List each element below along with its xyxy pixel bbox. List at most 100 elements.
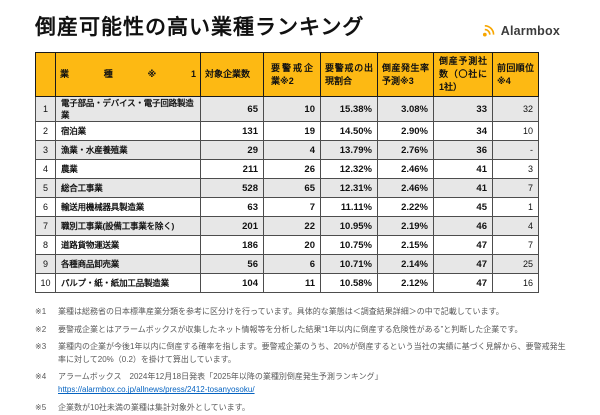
- predicted-count-cell: 47: [433, 273, 493, 294]
- predicted-count-cell: 33: [433, 96, 493, 123]
- table-row: 2 宿泊業 131 19 14.50% 2.90% 34 10: [35, 121, 539, 142]
- header-row: 業種※1 対象企業数 要警戒企業※2 要警戒の出現割合 倒産発生率予測※3 倒産…: [35, 52, 539, 98]
- rank-cell: 8: [35, 235, 56, 256]
- previous-rank-cell: 7: [492, 178, 539, 199]
- column-header: 倒産発生率予測※3: [377, 52, 434, 98]
- rank-cell: 6: [35, 197, 56, 218]
- target-companies-cell: 211: [200, 159, 264, 180]
- predicted-count-cell: 36: [433, 140, 493, 161]
- table-row: 10 パルプ・紙・紙加工品製造業 104 11 10.58% 2.12% 47 …: [35, 273, 539, 294]
- rank-cell: 7: [35, 216, 56, 237]
- industry-cell: 宿泊業: [55, 121, 201, 142]
- footnotes: ※1 業種は総務省の日本標準産業分類を参考に区分けを行っています。具体的な業態は…: [35, 306, 572, 414]
- predicted-count-cell: 34: [433, 121, 493, 142]
- previous-rank-cell: -: [492, 140, 539, 161]
- table-row: 3 漁業・水産養殖業 29 4 13.79% 2.76% 36 -: [35, 140, 539, 161]
- alarm-waves-icon: [482, 23, 497, 38]
- bankruptcy-rate-cell: 2.19%: [377, 216, 434, 237]
- caution-companies-cell: 22: [263, 216, 321, 237]
- column-header: 要警戒の出現割合: [320, 52, 378, 98]
- bankruptcy-rate-cell: 2.15%: [377, 235, 434, 256]
- table-head: 業種※1 対象企業数 要警戒企業※2 要警戒の出現割合 倒産発生率予測※3 倒産…: [35, 52, 539, 98]
- previous-rank-cell: 25: [492, 254, 539, 275]
- industry-cell: 道路貨物運送業: [55, 235, 201, 256]
- caution-companies-cell: 26: [263, 159, 321, 180]
- footnote-marker: ※5: [35, 402, 47, 412]
- page-title: 倒産可能性の高い業種ランキング: [35, 16, 365, 39]
- caution-ratio-cell: 10.75%: [320, 235, 378, 256]
- previous-rank-cell: 1: [492, 197, 539, 218]
- footnote-body: 企業数が10社未満の業種は集計対象外としています。: [58, 402, 250, 412]
- table-row: 1 電子部品・デバイス・電子回路製造業 65 10 15.38% 3.08% 3…: [35, 96, 539, 123]
- column-header: 対象企業数: [200, 52, 264, 98]
- target-companies-cell: 201: [200, 216, 264, 237]
- predicted-count-cell: 47: [433, 254, 493, 275]
- footnote-body: 業種内の企業が今後1年以内に倒産する確率を指します。要警戒企業のうち、20%が倒…: [58, 342, 566, 364]
- predicted-count-cell: 41: [433, 159, 493, 180]
- caution-companies-cell: 4: [263, 140, 321, 161]
- bankruptcy-rate-cell: 2.76%: [377, 140, 434, 161]
- previous-rank-cell: 7: [492, 235, 539, 256]
- footnote-text: 業種内の企業が今後1年以内に倒産する確率を指します。要警戒企業のうち、20%が倒…: [58, 341, 572, 366]
- previous-rank-cell: 10: [492, 121, 539, 142]
- industry-cell: 農業: [55, 159, 201, 180]
- footnote-text: 業種は総務省の日本標準産業分類を参考に区分けを行っています。具体的な業態は＜調査…: [58, 306, 572, 318]
- previous-rank-cell: 3: [492, 159, 539, 180]
- press-release-link[interactable]: https://alarmbox.co.jp/allnews/press/241…: [58, 385, 255, 395]
- industry-cell: 電子部品・デバイス・電子回路製造業: [55, 96, 201, 123]
- predicted-count-cell: 46: [433, 216, 493, 237]
- footnote-body: アラームボックス 2024年12月18日発表「2025年以降の業種別倒産発生予測…: [58, 372, 383, 381]
- target-companies-cell: 186: [200, 235, 264, 256]
- bankruptcy-rate-cell: 2.46%: [377, 178, 434, 199]
- alarmbox-logo: Alarmbox: [482, 23, 560, 38]
- footnote-body: 要警戒企業とはアラームボックスが収集したネット情報等を分析した結果“1年以内に倒…: [58, 324, 523, 334]
- rank-cell: 2: [35, 121, 56, 142]
- target-companies-cell: 65: [200, 96, 264, 123]
- caution-ratio-cell: 14.50%: [320, 121, 378, 142]
- previous-rank-cell: 4: [492, 216, 539, 237]
- ranking-table: 業種※1 対象企業数 要警戒企業※2 要警戒の出現割合 倒産発生率予測※3 倒産…: [35, 52, 539, 294]
- industry-cell: パルプ・紙・紙加工品製造業: [55, 273, 201, 294]
- footnote-marker: ※1: [35, 307, 47, 317]
- footnote-marker: ※4: [35, 372, 47, 381]
- caution-companies-cell: 10: [263, 96, 321, 123]
- industry-cell: 輸送用機械器具製造業: [55, 197, 201, 218]
- caution-ratio-cell: 12.32%: [320, 159, 378, 180]
- footnote-body: 業種は総務省の日本標準産業分類を参考に区分けを行っています。具体的な業態は＜調査…: [58, 307, 504, 317]
- bankruptcy-rate-cell: 2.14%: [377, 254, 434, 275]
- rank-cell: 4: [35, 159, 56, 180]
- footnote: ※5 企業数が10社未満の業種は集計対象外としています。: [35, 402, 572, 414]
- rank-cell: 9: [35, 254, 56, 275]
- bankruptcy-rate-cell: 2.46%: [377, 159, 434, 180]
- industry-cell: 職別工事業(設備工事業を除く): [55, 216, 201, 237]
- target-companies-cell: 29: [200, 140, 264, 161]
- table-row: 6 輸送用機械器具製造業 63 7 11.11% 2.22% 45 1: [35, 197, 539, 218]
- caution-companies-cell: 7: [263, 197, 321, 218]
- target-companies-cell: 104: [200, 273, 264, 294]
- caution-companies-cell: 6: [263, 254, 321, 275]
- table-row: 9 各種商品卸売業 56 6 10.71% 2.14% 47 25: [35, 254, 539, 275]
- footnote-marker: ※2: [35, 324, 47, 334]
- caution-companies-cell: 20: [263, 235, 321, 256]
- predicted-count-cell: 45: [433, 197, 493, 218]
- column-header: 倒産予測社数（〇社に1社）: [433, 52, 493, 98]
- bankruptcy-rate-cell: 2.22%: [377, 197, 434, 218]
- rank-cell: 3: [35, 140, 56, 161]
- caution-ratio-cell: 13.79%: [320, 140, 378, 161]
- footnote: ※2 要警戒企業とはアラームボックスが収集したネット情報等を分析した結果“1年以…: [35, 324, 572, 336]
- table-row: 8 道路貨物運送業 186 20 10.75% 2.15% 47 7: [35, 235, 539, 256]
- rank-cell: 10: [35, 273, 56, 294]
- target-companies-cell: 56: [200, 254, 264, 275]
- table-row: 5 総合工事業 528 65 12.31% 2.46% 41 7: [35, 178, 539, 199]
- predicted-count-cell: 47: [433, 235, 493, 256]
- predicted-count-cell: 41: [433, 178, 493, 199]
- rank-cell: 5: [35, 178, 56, 199]
- target-companies-cell: 131: [200, 121, 264, 142]
- industry-cell: 漁業・水産養殖業: [55, 140, 201, 161]
- caution-companies-cell: 65: [263, 178, 321, 199]
- footnote-text: 要警戒企業とはアラームボックスが収集したネット情報等を分析した結果“1年以内に倒…: [58, 324, 572, 336]
- column-header: 前回順位※4: [492, 52, 539, 98]
- bankruptcy-rate-cell: 2.90%: [377, 121, 434, 142]
- previous-rank-cell: 32: [492, 96, 539, 123]
